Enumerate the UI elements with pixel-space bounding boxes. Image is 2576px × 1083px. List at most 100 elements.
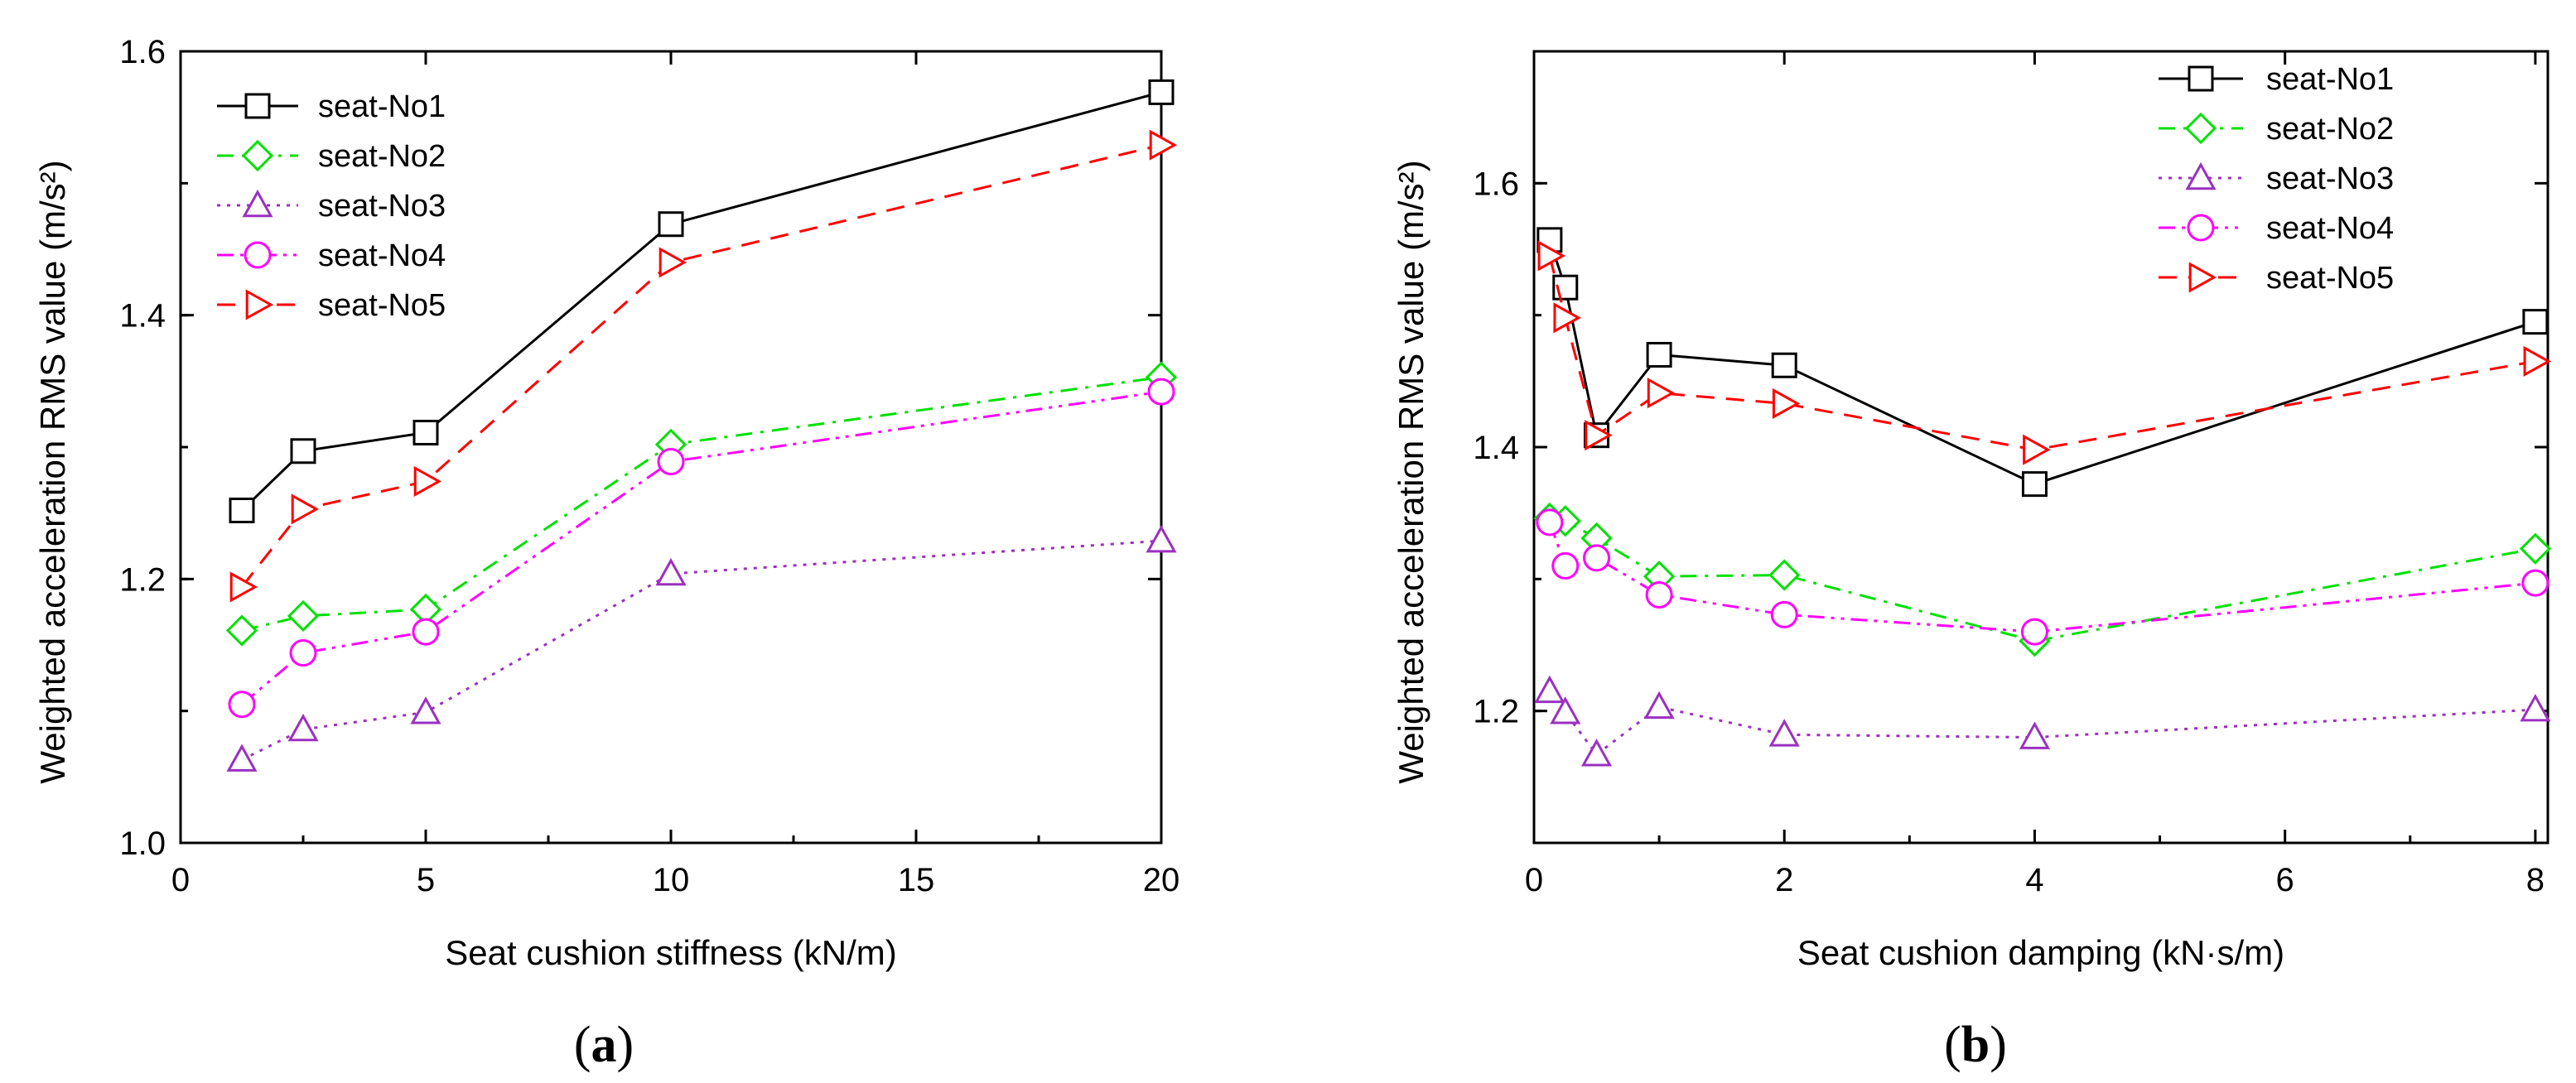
- y-tick-label: 1.6: [119, 34, 166, 70]
- data-point: [2020, 618, 2048, 646]
- x-tick-label: 10: [653, 862, 690, 898]
- data-point: [287, 599, 320, 633]
- chart-panel-b: 0 2 4 6 8 1.2 1.4 1.6 Seat cushion damping (kN·s…: [1392, 50, 2552, 1073]
- x-axis-label: Seat cushion stiffness (kN/m): [445, 933, 896, 972]
- legend-marker: [2187, 214, 2215, 242]
- data-point: [412, 419, 439, 445]
- data-point: [1581, 739, 1613, 767]
- series-seat-No4: [1536, 508, 2549, 646]
- series-line: [241, 390, 1162, 705]
- y-axis-label: Weighted acceleration RMS value (m/s²): [1392, 160, 1430, 783]
- data-point: [410, 696, 441, 724]
- series-line: [241, 376, 1162, 632]
- data-point: [1149, 129, 1178, 161]
- y-tick-label: 1.4: [119, 298, 166, 335]
- data-point: [2021, 471, 2048, 498]
- data-point: [2523, 345, 2551, 377]
- y-tick-label: 1.2: [1473, 694, 1519, 730]
- panel-label: (b): [1944, 1017, 2007, 1073]
- data-point: [1585, 420, 1613, 451]
- data-point: [1772, 387, 1801, 419]
- legend-marker: [242, 189, 273, 218]
- data-point: [658, 247, 687, 278]
- legend-label: seat-No4: [2266, 211, 2394, 246]
- legend-label: seat-No5: [2266, 261, 2394, 296]
- data-point: [229, 497, 255, 523]
- data-point: [1768, 559, 1801, 591]
- data-point: [2522, 309, 2549, 335]
- x-tick-label: 8: [2526, 862, 2545, 898]
- data-point: [1583, 544, 1611, 572]
- x-tick-label: 0: [1525, 862, 1543, 898]
- data-point: [1647, 378, 1676, 409]
- data-point: [1553, 302, 1581, 334]
- data-point: [1146, 525, 1177, 553]
- data-point: [228, 691, 256, 719]
- legend-label: seat-No3: [318, 189, 446, 224]
- data-point: [1551, 551, 1580, 580]
- series-line: [1548, 522, 2536, 633]
- y-tick-label: 1.0: [119, 825, 166, 862]
- data-point: [658, 211, 684, 238]
- data-point: [226, 744, 258, 772]
- legend: seat-No1 seat-No2 seat-No3 seat-No4 seat-No5: [2159, 62, 2394, 296]
- data-point: [1537, 240, 1565, 272]
- series-seat-No4: [228, 378, 1175, 719]
- legend-label: seat-No1: [2266, 62, 2394, 97]
- series-seat-No5: [1537, 240, 2551, 465]
- series-line: [241, 539, 1162, 761]
- data-point: [291, 493, 320, 525]
- data-point: [412, 618, 440, 646]
- x-tick-label: 6: [2276, 862, 2294, 898]
- legend-label: seat-No2: [2266, 112, 2394, 147]
- data-point: [2019, 721, 2050, 749]
- legend-marker: [244, 93, 271, 119]
- legend-marker: [245, 289, 274, 320]
- y-tick-label: 1.6: [1473, 166, 1519, 202]
- data-point: [2519, 532, 2552, 565]
- data-point: [290, 438, 316, 464]
- series-seat-No5: [229, 129, 1178, 603]
- data-point: [1643, 691, 1675, 720]
- data-point: [1147, 378, 1175, 406]
- legend: seat-No1 seat-No2 seat-No3 seat-No4 seat-No5: [217, 89, 446, 323]
- legend-label: seat-No4: [318, 238, 446, 273]
- legend-marker: [244, 241, 272, 269]
- data-point: [1770, 600, 1798, 628]
- x-tick-label: 0: [171, 862, 190, 898]
- data-point: [2023, 434, 2051, 465]
- series-seat-No3: [226, 525, 1177, 772]
- data-point: [1148, 79, 1175, 105]
- x-tick-label: 4: [2025, 862, 2043, 898]
- series-seat-No2: [225, 361, 1178, 647]
- data-point: [657, 448, 685, 476]
- legend-label: seat-No5: [318, 288, 446, 323]
- series-seat-No1: [229, 79, 1175, 523]
- data-point: [1771, 352, 1797, 378]
- data-point: [289, 639, 317, 667]
- data-point: [287, 713, 319, 742]
- x-tick-label: 20: [1143, 862, 1180, 898]
- x-tick-label: 2: [1775, 862, 1793, 898]
- series-seat-No1: [1536, 227, 2549, 498]
- chart-panel-a: 0 5 10 15 20 1.0 1.2 1.4 1.6 Seat cushion stiffne…: [33, 34, 1179, 1073]
- legend-marker: [2185, 161, 2217, 190]
- legend-label: seat-No3: [2266, 161, 2394, 196]
- legend-marker: [241, 139, 274, 172]
- legend-marker: [2188, 65, 2214, 92]
- data-point: [1768, 719, 1800, 747]
- data-point: [413, 465, 442, 497]
- y-tick-label: 1.2: [119, 561, 166, 598]
- data-point: [229, 571, 258, 603]
- data-point: [655, 557, 687, 586]
- series-seat-No3: [1534, 675, 2551, 767]
- legend-label: seat-No2: [318, 139, 446, 174]
- legend-label: seat-No1: [318, 89, 446, 124]
- data-point: [2521, 569, 2549, 597]
- x-tick-label: 15: [898, 862, 935, 898]
- x-axis-label: Seat cushion damping (kN·s/m): [1797, 933, 2284, 972]
- data-point: [2520, 693, 2551, 722]
- data-point: [1645, 580, 1673, 609]
- data-point: [1646, 341, 1672, 368]
